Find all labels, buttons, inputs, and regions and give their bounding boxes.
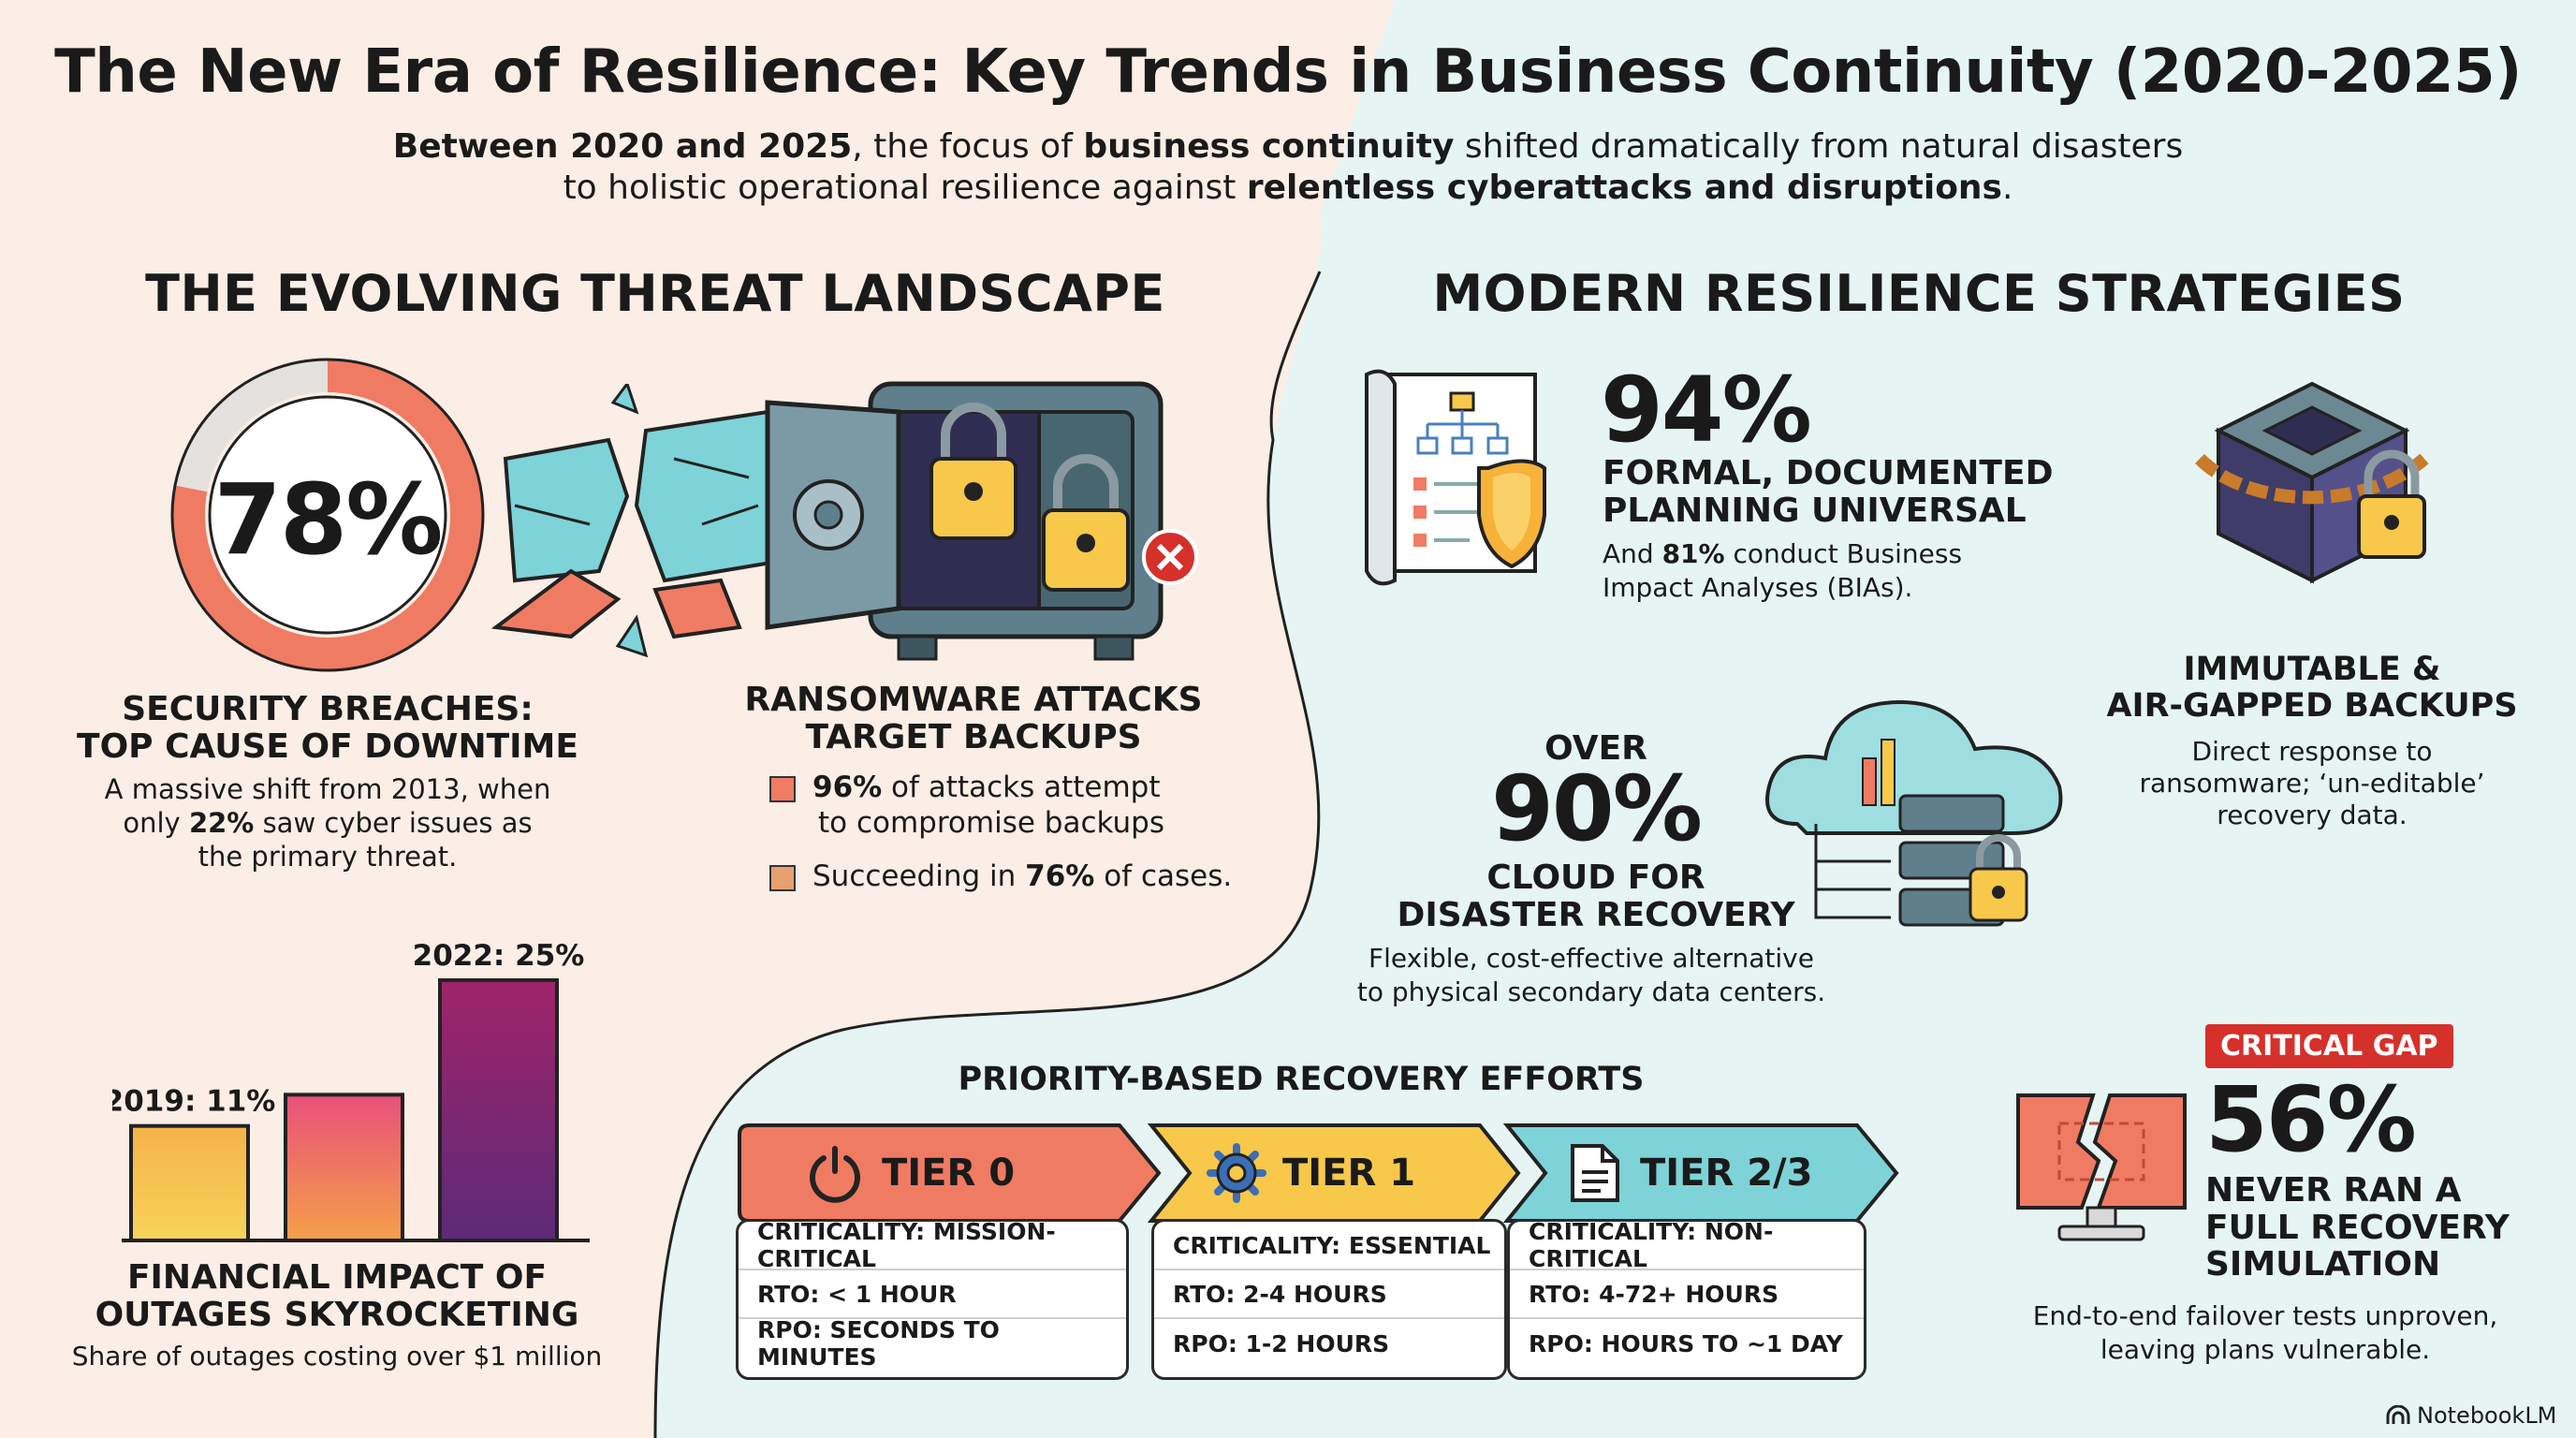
immutable-heading: IMMUTABLE & AIR-GAPPED BACKUPS: [2106, 651, 2518, 725]
tier-1-header: TIER 1: [1204, 1140, 1415, 1206]
financial-bar: [438, 978, 559, 1242]
cloud-over-label: OVER: [1544, 729, 1647, 768]
tier-2-3-rto: RTO: 4-72+ HOURS: [1510, 1270, 1864, 1319]
ransomware-bullet-1: 96% of attacks attempt to compromise bac…: [769, 770, 1164, 841]
tier-0-rto: RTO: < 1 HOUR: [739, 1270, 1126, 1319]
financial-impact-caption: Share of outages costing over $1 million: [71, 1341, 603, 1372]
donut-value: 78%: [213, 462, 444, 577]
critical-gap-value: 56%: [2205, 1067, 2417, 1172]
tier-1-details: CRITICALITY: ESSENTIAL RTO: 2-4 HOURS RP…: [1151, 1219, 1507, 1380]
cloud-server-icon: [1765, 699, 2063, 927]
donut-chart: [170, 358, 485, 672]
tier-1-rto: RTO: 2-4 HOURS: [1154, 1270, 1504, 1319]
planning-heading: FORMAL, DOCUMENTED PLANNING UNIVERSAL: [1603, 454, 2054, 530]
financial-bar: [129, 1123, 250, 1242]
tier-1-criticality: CRITICALITY: ESSENTIAL: [1154, 1222, 1504, 1270]
planning-text: And 81% conduct Business Impact Analyses…: [1603, 538, 1963, 603]
tier-2-3-criticality: CRITICALITY: NON-CRITICAL: [1510, 1218, 1864, 1272]
tier-0-details: CRITICALITY: MISSION-CRITICAL RTO: < 1 H…: [736, 1218, 1129, 1380]
critical-gap-badge: CRITICAL GAP: [2205, 1024, 2453, 1068]
tier-0-criticality: CRITICALITY: MISSION-CRITICAL: [739, 1218, 1126, 1272]
financial-impact-chart: 2019: 11% 2022: 25%: [112, 939, 590, 1242]
broken-wall-icon: [490, 384, 780, 658]
tier-0-header: TIER 0: [805, 1140, 1015, 1206]
tier-2-3-details: CRITICALITY: NON-CRITICAL RTO: 4-72+ HOU…: [1507, 1218, 1866, 1380]
tier-0-rpo: RPO: SECONDS TO MINUTES: [757, 1316, 1000, 1371]
cloud-heading: CLOUD FOR DISASTER RECOVERY: [1397, 858, 1795, 934]
critical-gap-heading: NEVER RAN A FULL RECOVERY SIMULATION: [2205, 1171, 2510, 1284]
document-icon: [1571, 1144, 1619, 1202]
page-title: The New Era of Resilience: Key Trends in…: [54, 37, 2522, 107]
threat-landscape-heading: THE EVOLVING THREAT LANDSCAPE: [145, 264, 1165, 323]
tier-2-3-rpo: RPO: HOURS TO ~1 DAY: [1529, 1329, 1843, 1357]
page-subtitle: Between 2020 and 2025, the focus of busi…: [392, 127, 2184, 207]
safe-icon: [765, 381, 1198, 661]
cloud-value: 90%: [1491, 756, 1703, 861]
cloud-text: Flexible, cost-effective alternative to …: [1356, 943, 1826, 1007]
power-icon: [810, 1146, 860, 1203]
bullet-square-icon: [769, 864, 796, 891]
broken-monitor-icon: [2016, 1093, 2187, 1241]
document-shield-icon: [1365, 369, 1546, 586]
tier-1-rpo: RPO: 1-2 HOURS: [1173, 1329, 1390, 1357]
priority-heading: PRIORITY-BASED RECOVERY EFFORTS: [958, 1061, 1645, 1098]
ransomware-heading: RANSOMWARE ATTACKS TARGET BACKUPS: [744, 681, 1203, 756]
resilience-strategies-heading: MODERN RESILIENCE STRATEGIES: [1432, 264, 2406, 323]
notebooklm-brand: NotebookLM: [2385, 1402, 2556, 1429]
financial-impact-heading: FINANCIAL IMPACT OF OUTAGES SKYROCKETING: [95, 1258, 579, 1334]
gear-icon: [1207, 1143, 1266, 1203]
tier-2-3-header: TIER 2/3: [1569, 1140, 1813, 1206]
notebooklm-logo-icon: [2386, 1405, 2410, 1424]
ransomware-bullet-2: Succeeding in 76% of cases.: [769, 859, 1232, 893]
financial-bar: [284, 1093, 404, 1242]
financial-bar-label: 2019: 11%: [112, 1085, 275, 1119]
security-breaches-heading: SECURITY BREACHES: TOP CAUSE OF DOWNTIME: [77, 690, 578, 766]
financial-bar-label: 2022: 25%: [413, 939, 585, 973]
planning-value: 94%: [1601, 358, 1812, 462]
critical-gap-text: End-to-end failover tests unproven, leav…: [2032, 1300, 2498, 1365]
bullet-square-icon: [769, 775, 796, 802]
chained-server-icon: [2195, 381, 2429, 584]
security-breaches-text: A massive shift from 2013, when only 22%…: [104, 773, 551, 873]
donut-arc: [173, 360, 482, 669]
immutable-text: Direct response to ransomware; ‘un-edita…: [2139, 736, 2485, 830]
